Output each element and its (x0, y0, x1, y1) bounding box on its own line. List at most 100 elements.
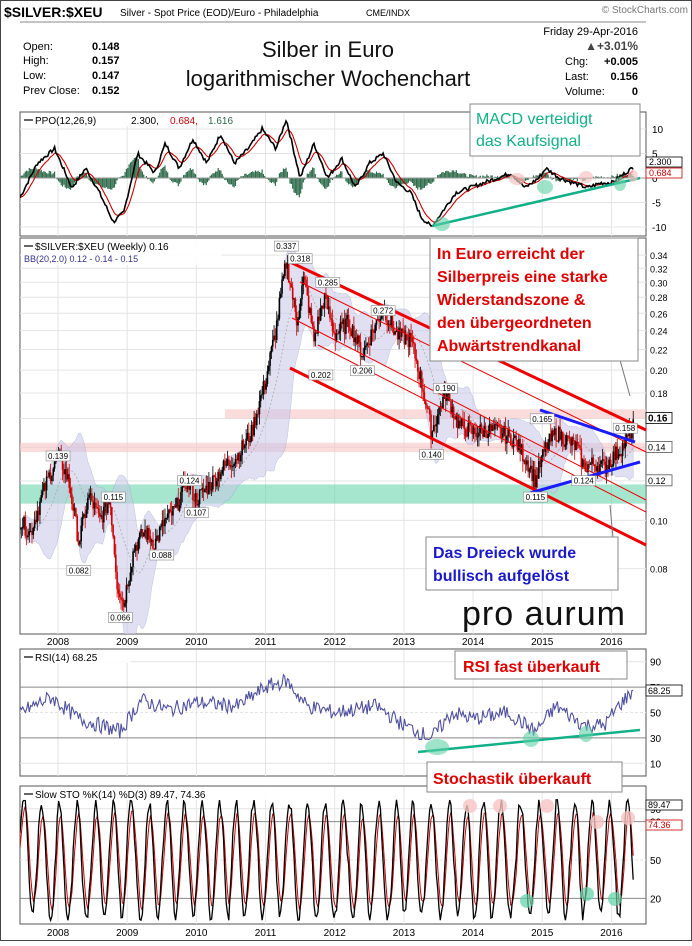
stat-volume-label: Volume: (565, 86, 605, 98)
x-tick-label-sto: 2013 (393, 928, 416, 939)
price-candle-body (273, 335, 275, 340)
ppo-tag-value: 2.300 (649, 157, 672, 167)
price-candle-body (52, 468, 55, 476)
date-label: Friday 29-Apr-2016 (543, 26, 638, 38)
price-point-label: 0.139 (48, 452, 69, 461)
price-candle-body (478, 432, 480, 437)
ppo-y-tick: 5 (652, 150, 658, 161)
chart-header: $SILVER:$XEU Silver - Spot Price (EOD)/E… (4, 4, 688, 98)
price-candle-body (543, 449, 545, 452)
price-legend-text: $SILVER:$XEU (Weekly) 0.16 (35, 242, 169, 253)
price-candle-body (484, 425, 487, 433)
price-candle-body (399, 327, 402, 337)
price-candle-body (106, 504, 109, 514)
price-candle-body (435, 424, 438, 427)
price-candle-body (270, 346, 273, 353)
price-candle-body (277, 318, 279, 321)
price-candle-body (620, 454, 623, 457)
price-candle-body (237, 453, 239, 461)
price-tag-box (645, 441, 673, 453)
price-candle-body (430, 414, 432, 439)
price-candle-body (541, 449, 544, 457)
price-candle-body (395, 330, 398, 332)
x-tick-label-price: 2013 (393, 637, 416, 648)
price-candle-body (391, 315, 394, 328)
price-candle-body (44, 483, 47, 491)
price-candle-body (220, 474, 222, 480)
ppo-series (20, 119, 646, 227)
price-point-label: 0.066 (110, 613, 131, 622)
price-candle-body (427, 408, 430, 410)
price-candle-body (343, 319, 346, 334)
price-candle-body (560, 431, 563, 440)
price-candle-body (460, 418, 463, 427)
price-y-tick: 0.24 (650, 327, 668, 337)
price-candle-body (544, 442, 547, 452)
ppo-tag-box (645, 156, 683, 168)
price-candle-body (189, 485, 192, 490)
price-candle-body (569, 438, 572, 446)
price-candle-body (557, 426, 560, 442)
price-candle-body (236, 459, 238, 461)
price-candle-body (289, 282, 291, 285)
price-candle-body (282, 275, 285, 280)
price-candle-body (65, 469, 68, 480)
price-candle-body (342, 319, 345, 325)
price-candle-body (431, 431, 434, 439)
x-tick-label-sto: 2009 (116, 928, 139, 939)
price-candle-body (411, 337, 414, 342)
price-point-label: 0.285 (318, 278, 339, 287)
stat-low-label: Low: (23, 70, 46, 82)
price-candle-body (416, 360, 419, 372)
price-candle-body (68, 474, 71, 488)
rsi-series (20, 673, 634, 741)
price-candle-body (329, 306, 331, 319)
price-candle-body (486, 432, 488, 439)
price-candle-body (377, 319, 379, 321)
price-candle-body (120, 597, 122, 600)
price-candle-body (244, 445, 246, 449)
price-candle-body (164, 518, 166, 527)
price-candle-body (335, 333, 338, 341)
sto-legend: Slow STO %K(14) %D(3) 89.47, 74.36 (21, 787, 281, 801)
price-candle-body (128, 581, 130, 587)
price-candle-body (438, 407, 440, 415)
annotation-marks: 0.139 0.082 0.115 0.066 0.088 0.124 0.107 0.337… (45, 170, 647, 908)
price-candle-body (181, 482, 184, 493)
price-candle-body (355, 337, 358, 344)
sto-y-tick: 20 (650, 894, 662, 905)
bb-legend-text: BB(20,2.0) 0.12 - 0.14 - 0.15 (24, 254, 138, 264)
price-candle-body (420, 371, 423, 389)
price-candle-body (611, 466, 613, 468)
price-candle-body (480, 424, 483, 429)
price-candle-body (503, 425, 505, 434)
annotation-macd-line: MACD verteidigt (476, 111, 593, 128)
price-candle-body (132, 551, 134, 567)
price-candle-body (617, 454, 620, 459)
stat-high-value: 0.157 (92, 55, 120, 67)
price-candle-body (80, 525, 82, 542)
price-candle-body (482, 428, 484, 437)
price-candle-body (157, 535, 160, 541)
price-candle-body (242, 440, 245, 449)
price-candle-body (609, 459, 612, 467)
price-point-label: 0.107 (186, 509, 207, 518)
rsi-legend-text: RSI(14) 68.25 (35, 653, 98, 664)
price-candle-body (137, 539, 140, 551)
rsi-y-tick: 90 (650, 658, 662, 669)
x-tick-label-price: 2008 (47, 637, 70, 648)
price-candle-body (585, 471, 588, 473)
stat-open-value: 0.148 (92, 41, 120, 53)
price-candle-body (621, 442, 624, 457)
ppo-legend-v3: 1.616 (208, 116, 233, 127)
price-candle-body (532, 469, 535, 482)
price-candle-body (180, 492, 182, 506)
price-tag-value: 0.12 (648, 476, 666, 486)
price-y-tick: 0.10 (650, 516, 668, 526)
sto-tag-box (645, 799, 683, 811)
price-candle-body (504, 425, 507, 444)
price-candle-body (145, 529, 148, 540)
price-candle-body (72, 504, 75, 511)
price-candle-body (285, 263, 287, 269)
ppo-tag-box (645, 167, 683, 179)
